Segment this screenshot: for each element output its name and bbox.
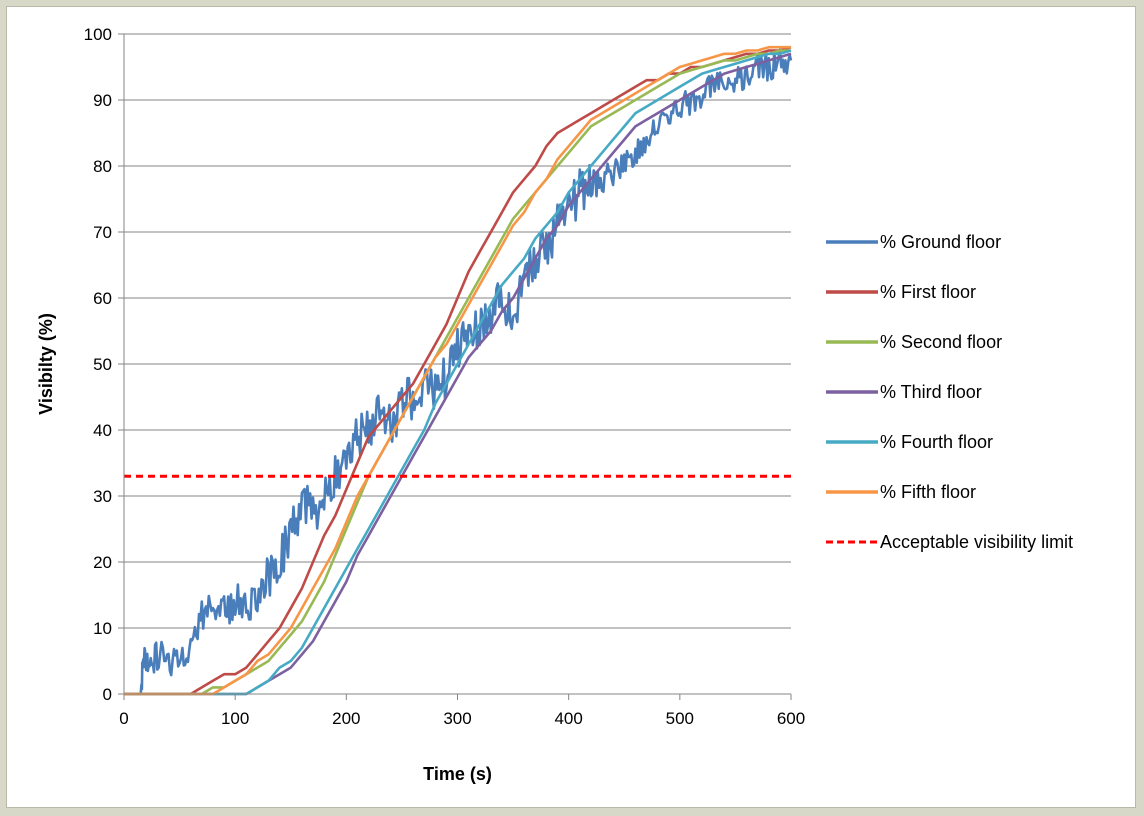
x-tick-label: 0 [119, 709, 128, 728]
series-lines [124, 45, 793, 696]
x-tick-labels: 0 100 200 300 400 500 600 [119, 709, 805, 728]
legend-label: Acceptable visibility limit [880, 532, 1073, 552]
y-tick-label: 80 [93, 157, 112, 176]
legend-label: % First floor [880, 282, 976, 302]
y-axis-title: Visibilty (%) [36, 313, 56, 415]
y-tick-label: 60 [93, 289, 112, 308]
y-tick-label: 50 [93, 355, 112, 374]
y-tick-label: 40 [93, 421, 112, 440]
y-tick-label: 70 [93, 223, 112, 242]
x-tick-label: 200 [332, 709, 360, 728]
series-line-0 [124, 48, 793, 696]
legend: % Ground floor % First floor % Second floo… [826, 232, 1073, 552]
x-tick-label: 100 [221, 709, 249, 728]
y-tick-label: 100 [84, 25, 112, 44]
x-axis-title: Time (s) [423, 764, 492, 784]
legend-label: % Second floor [880, 332, 1002, 352]
legend-label: % Fourth floor [880, 432, 993, 452]
y-tick-label: 0 [103, 685, 112, 704]
y-tick-label: 30 [93, 487, 112, 506]
series-line-2 [124, 49, 791, 696]
y-tick-labels: 0 10 20 30 40 50 60 70 80 90 100 [84, 25, 112, 704]
series-line-3 [124, 52, 792, 696]
y-tick-label: 10 [93, 619, 112, 638]
legend-label: % Fifth floor [880, 482, 976, 502]
series-line-5 [124, 45, 791, 696]
y-tick-label: 90 [93, 91, 112, 110]
x-tick-label: 400 [554, 709, 582, 728]
x-tick-label: 600 [777, 709, 805, 728]
series-line-1 [124, 45, 792, 696]
legend-label: % Third floor [880, 382, 982, 402]
legend-label: % Ground floor [880, 232, 1001, 252]
y-tick-label: 20 [93, 553, 112, 572]
series-line-4 [124, 49, 792, 696]
x-tick-label: 300 [443, 709, 471, 728]
chart-frame [6, 6, 1136, 808]
x-tick-label: 500 [666, 709, 694, 728]
